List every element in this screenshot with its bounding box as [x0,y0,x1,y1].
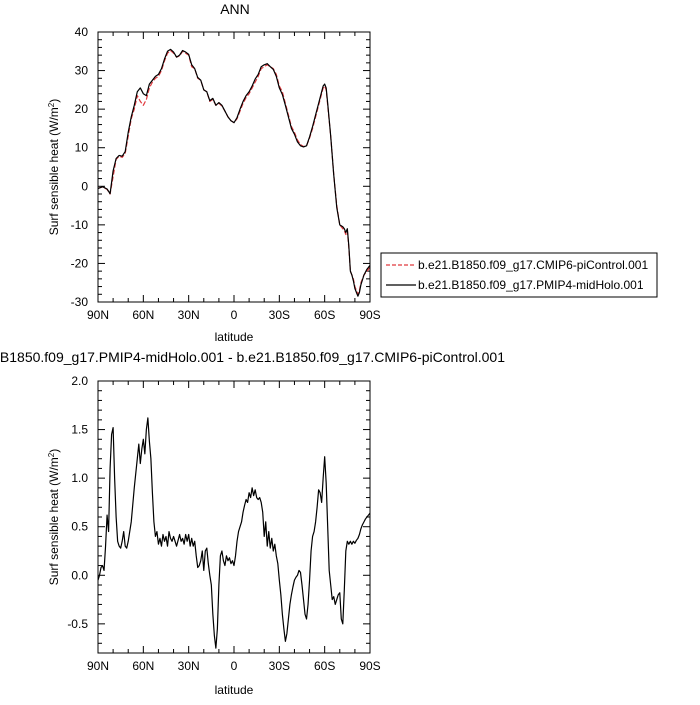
legend: b.e21.B1850.f09_g17.CMIP6-piControl.001 … [380,252,658,298]
y-tick-label: 0.5 [71,520,88,534]
series-lines [97,417,371,649]
series-line-difference [97,417,371,649]
x-tick-labels: 90N 60N 30N 0 30S 60S 90S [87,308,381,322]
x-tick-label: 30S [269,659,290,673]
legend-label-midholo: b.e21.B1850.f09_g17.PMIP4-midHolo.001 [418,278,644,292]
x-tick-label: 90N [87,308,109,322]
y-tick-label: 0 [81,179,88,193]
x-tick-label: 30N [178,659,200,673]
y-axis-label: Surf sensible heat (W/m2) [47,99,62,236]
y-tick-labels: 40 30 20 10 0 -10 -20 -30 [71,25,89,309]
x-tick-label: 60S [314,659,335,673]
plot-frame [97,380,371,654]
y-tick-label: -0.5 [67,617,88,631]
x-tick-label: 60N [132,308,154,322]
y-tick-label: 2.0 [71,374,88,388]
legend-box [380,252,658,298]
y-tick-label: -10 [71,218,89,232]
y-tick-label: -20 [71,256,89,270]
y-tick-label: 0.0 [71,568,88,582]
panel-title: ANN [220,1,250,17]
panel-title: b.e21.B1850.f09_g17.PMIP4-midHolo.001 - … [0,349,505,365]
y-tick-label: 1.0 [71,471,88,485]
panel-annual-mean: ANN 90N 60N 30N 0 30S 60S 90S 40 30 20 10 0 -10 -20 -… [47,1,658,344]
x-tick-label: 30N [178,308,200,322]
panel-difference: b.e21.B1850.f09_g17.PMIP4-midHolo.001 - … [0,349,505,697]
x-tick-labels: 90N 60N 30N 0 30S 60S 90S [87,659,381,673]
series-line-midholo [97,48,371,297]
x-tick-label: 60N [132,659,154,673]
x-tick-label: 60S [314,308,335,322]
x-tick-label: 0 [231,308,238,322]
plot-frame [97,31,371,303]
series-lines [97,48,371,297]
y-tick-label: 10 [75,141,89,155]
y-tick-label: 40 [75,25,89,39]
y-tick-label: 30 [75,64,89,78]
y-tick-label: 1.5 [71,423,88,437]
y-tick-label: -30 [71,295,89,309]
legend-label-picontrol: b.e21.B1850.f09_g17.CMIP6-piControl.001 [418,258,648,272]
x-axis-label: latitude [215,683,254,697]
x-axis-label: latitude [215,330,254,344]
tick-marks [97,380,371,654]
x-tick-label: 30S [269,308,290,322]
x-tick-label: 90N [87,659,109,673]
x-tick-label: 90S [359,659,380,673]
x-tick-label: 90S [359,308,380,322]
y-axis-label: Surf sensible heat (W/m2) [47,449,62,586]
y-tick-label: 20 [75,102,89,116]
x-tick-label: 0 [231,659,238,673]
y-tick-labels: 2.0 1.5 1.0 0.5 0.0 -0.5 [67,374,88,631]
